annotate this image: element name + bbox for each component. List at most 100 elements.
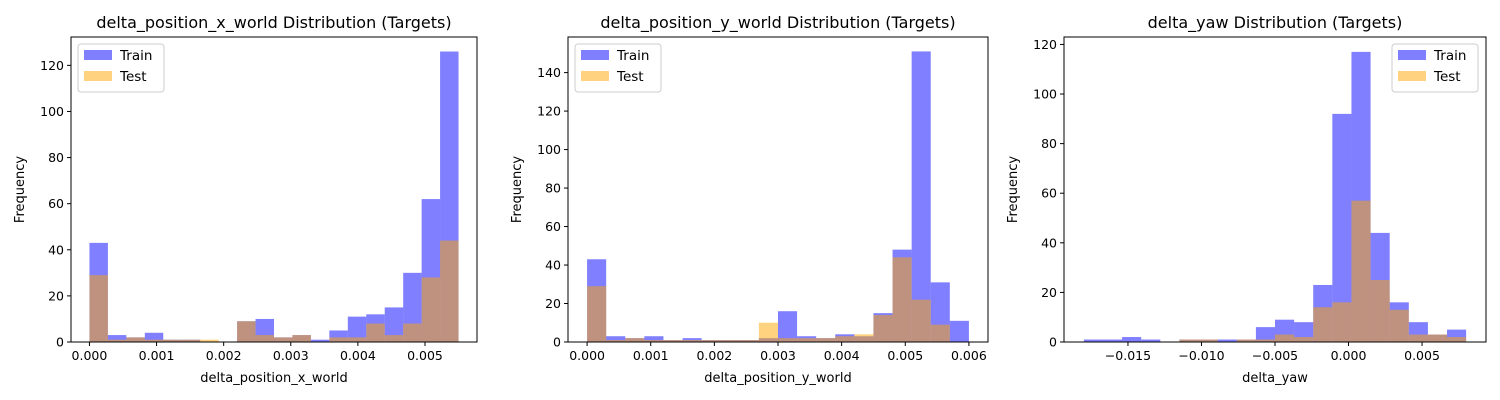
bar-test xyxy=(797,338,817,342)
bar-test xyxy=(126,337,145,342)
x-tick-label: −0.005 xyxy=(1252,348,1298,363)
bar-train xyxy=(682,338,702,342)
bar-train xyxy=(1102,339,1123,342)
bar-test xyxy=(816,338,836,342)
legend-label-train: Train xyxy=(616,48,649,64)
y-tick-label: 120 xyxy=(537,104,561,119)
legend-label-test: Test xyxy=(119,69,147,85)
legend-swatch-train xyxy=(581,50,609,60)
bar-test xyxy=(366,323,385,342)
bar-test xyxy=(930,324,950,342)
x-tick-label: 0.004 xyxy=(824,348,860,363)
x-tick-label: −0.010 xyxy=(1178,348,1224,363)
y-tick-label: 20 xyxy=(1041,285,1057,300)
series-test xyxy=(89,240,459,342)
chart-title: delta_yaw Distribution (Targets) xyxy=(1148,13,1403,33)
bar-test xyxy=(1236,339,1256,342)
y-axis-label: Frequency xyxy=(13,156,28,223)
x-tick-label: 0.001 xyxy=(139,348,175,363)
y-tick-label: 140 xyxy=(537,65,561,80)
y-tick-label: 40 xyxy=(1041,235,1057,250)
bar-test xyxy=(274,337,293,342)
legend-swatch-train xyxy=(1398,50,1426,60)
bar-test xyxy=(701,340,721,342)
x-tick-label: 0.006 xyxy=(951,348,987,363)
bar-test xyxy=(1198,339,1218,342)
bar-test xyxy=(403,323,422,342)
y-tick-label: 100 xyxy=(537,142,561,157)
bar-test xyxy=(720,340,740,342)
axes-frame xyxy=(70,36,478,343)
bar-train xyxy=(1122,337,1142,342)
bar-test xyxy=(1389,309,1409,342)
bar-test xyxy=(758,322,778,342)
y-tick-label: 20 xyxy=(48,288,64,303)
bar-test xyxy=(625,338,645,342)
bar-train xyxy=(1083,339,1103,342)
x-axis-label: delta_position_y_world xyxy=(704,371,851,386)
legend-label-test: Test xyxy=(616,69,644,85)
y-tick-label: 100 xyxy=(40,104,64,119)
y-tick-label: 40 xyxy=(545,258,561,273)
bar-test xyxy=(663,340,683,342)
x-tick-label: 0.005 xyxy=(407,348,443,363)
bar-test xyxy=(1447,337,1467,342)
x-axis-label: delta_yaw xyxy=(1242,371,1308,386)
bar-test xyxy=(255,335,274,342)
legend-swatch-test xyxy=(581,71,609,81)
x-tick-label: 0.000 xyxy=(1331,348,1367,363)
x-tick-label: 0.002 xyxy=(206,348,242,363)
legend-label-test: Test xyxy=(1433,69,1461,85)
bar-train xyxy=(310,339,330,342)
y-axis-label: Frequency xyxy=(510,156,525,223)
series-train xyxy=(89,51,459,343)
legend: Train Test xyxy=(574,43,662,93)
bar-test xyxy=(89,275,108,342)
chart-1: 0.000 0.001 0.002 0.003 0.004 0.005 0 20 40 60 80 1… xyxy=(13,13,478,386)
bar-test xyxy=(144,339,164,342)
bar-train xyxy=(1255,327,1275,342)
x-tick-label: −0.015 xyxy=(1105,348,1151,363)
chart-title: delta_position_x_world Distribution (Tar… xyxy=(96,13,451,33)
x-tick-label: 0.005 xyxy=(1404,348,1440,363)
bar-test xyxy=(107,339,127,342)
bar-train xyxy=(949,320,969,342)
x-tick-label: 0.001 xyxy=(633,348,669,363)
legend-swatch-test xyxy=(84,71,112,81)
legend-label-train: Train xyxy=(119,48,152,64)
bar-test xyxy=(181,339,201,342)
x-tick-label: 0.000 xyxy=(72,348,108,363)
bar-test xyxy=(1351,200,1371,342)
series-train xyxy=(1083,51,1467,343)
bar-test xyxy=(163,339,182,342)
y-tick-label: 0 xyxy=(56,335,64,350)
bar-test xyxy=(1370,280,1390,342)
y-tick-label: 40 xyxy=(48,242,64,257)
bar-train xyxy=(384,307,404,342)
bar-test xyxy=(1332,302,1352,342)
y-tick-label: 80 xyxy=(1041,136,1057,151)
x-tick-label: 0.004 xyxy=(340,348,376,363)
bar-test xyxy=(892,257,912,342)
bar-test xyxy=(854,334,874,342)
bar-test xyxy=(1179,339,1199,342)
series-test xyxy=(587,257,950,342)
bar-train xyxy=(644,336,664,342)
bar-test xyxy=(911,299,931,342)
bar-train xyxy=(329,330,348,342)
bar-test xyxy=(644,340,664,342)
y-tick-label: 80 xyxy=(545,181,561,196)
bar-test xyxy=(778,338,798,342)
bar-train xyxy=(107,335,127,342)
y-tick-label: 0 xyxy=(553,335,561,350)
bar-test xyxy=(347,337,367,342)
bar-test xyxy=(835,336,855,342)
bar-test xyxy=(1427,334,1448,342)
x-tick-label: 0.003 xyxy=(273,348,309,363)
bar-test xyxy=(384,335,404,342)
bar-test xyxy=(421,277,441,342)
bar-train xyxy=(606,336,626,342)
y-tick-label: 60 xyxy=(545,219,561,234)
bar-test xyxy=(1408,334,1428,342)
